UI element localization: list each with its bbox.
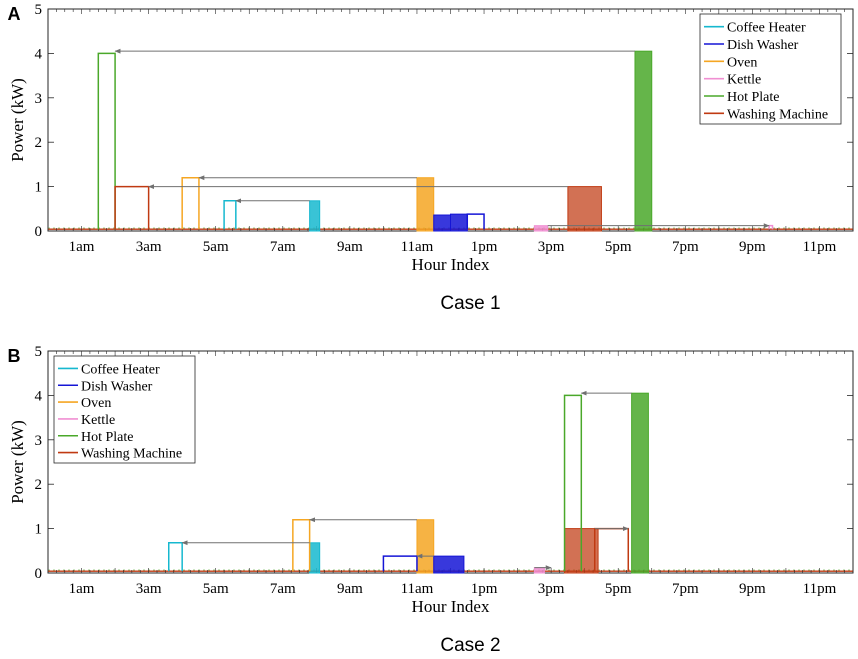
y-tick-label: 2	[35, 477, 43, 493]
x-tick-label: 11pm	[803, 239, 837, 255]
y-tick-label: 1	[35, 522, 43, 538]
legend-label: Dish Washer	[81, 379, 153, 394]
outline-bar-hot-plate	[563, 394, 583, 572]
x-tick-label: 1am	[69, 239, 95, 255]
x-tick-label: 5am	[203, 581, 229, 597]
outline-bar-coffee-heater	[168, 542, 183, 572]
filled-bar-dish-washer	[433, 214, 451, 232]
outline-bar-hot-plate	[97, 52, 116, 230]
y-tick-label: 4	[35, 46, 43, 62]
x-tick-label: 9am	[337, 239, 363, 255]
y-tick-label: 5	[35, 2, 43, 18]
x-tick-label: 3am	[136, 581, 162, 597]
y-tick-label: 3	[35, 433, 43, 449]
y-tick-label: 2	[35, 135, 43, 151]
legend-box	[699, 13, 842, 125]
x-tick-label: 3am	[136, 239, 162, 255]
filled-bar-coffee-heater	[309, 200, 321, 232]
y-tick-label: 4	[35, 388, 43, 404]
x-tick-label: 11am	[401, 239, 434, 255]
x-tick-label: 5am	[203, 239, 229, 255]
y-tick-label: 5	[35, 344, 43, 360]
legend-label: Hot Plate	[81, 430, 134, 445]
x-tick-label: 9am	[337, 581, 363, 597]
legend-label: Washing Machine	[727, 107, 828, 122]
outline-bar-oven	[181, 176, 200, 230]
x-tick-label: 7am	[270, 239, 296, 255]
y-tick-label: 3	[35, 91, 43, 107]
legend-label: Dish Washer	[727, 38, 799, 53]
x-tick-label: 7pm	[672, 581, 699, 597]
legend-label: Coffee Heater	[727, 21, 806, 36]
panel-title: Case 2	[440, 635, 500, 656]
outline-bar-coffee-heater	[223, 200, 237, 230]
outline-bar-washing-machine	[114, 185, 150, 230]
filled-bar-oven	[416, 519, 435, 574]
x-tick-label: 7pm	[672, 239, 699, 255]
outline-bar-washing-machine	[593, 527, 630, 572]
filled-bar-oven	[416, 177, 435, 232]
filled-bar-hot-plate	[631, 392, 649, 574]
x-tick-label: 3pm	[538, 581, 565, 597]
legend-label: Kettle	[81, 413, 115, 428]
x-tick-label: 9pm	[739, 239, 766, 255]
panel-title: Case 1	[440, 293, 500, 314]
legend-label: Oven	[727, 55, 757, 70]
legend-label: Kettle	[727, 73, 761, 88]
legend-label: Coffee Heater	[81, 362, 160, 377]
filled-bar-hot-plate	[634, 50, 653, 232]
outline-bar-oven	[292, 518, 311, 572]
filled-bar-coffee-heater	[309, 542, 321, 574]
x-tick-label: 11pm	[803, 581, 837, 597]
outline-bar-dish-washer	[382, 555, 418, 572]
x-axis-label: Hour Index	[412, 597, 490, 616]
y-tick-label: 1	[35, 180, 43, 196]
filled-bar-dish-washer	[450, 213, 468, 232]
y-axis-label: Power (kW)	[8, 78, 27, 162]
x-tick-label: 1am	[69, 581, 95, 597]
x-tick-label: 3pm	[538, 239, 565, 255]
x-tick-label: 5pm	[605, 239, 632, 255]
panel-label: A	[8, 4, 21, 24]
outline-bar-dish-washer	[466, 213, 485, 230]
y-tick-label: 0	[35, 224, 43, 240]
panel-label: B	[8, 346, 21, 366]
filled-bar-dish-washer	[433, 555, 465, 574]
x-tick-label: 1pm	[471, 581, 498, 597]
legend-label: Washing Machine	[81, 447, 182, 462]
legend-label: Hot Plate	[727, 90, 780, 105]
x-tick-label: 7am	[270, 581, 296, 597]
legend-box	[53, 355, 196, 464]
x-tick-label: 9pm	[739, 581, 766, 597]
x-tick-label: 5pm	[605, 581, 632, 597]
x-tick-label: 1pm	[471, 239, 498, 255]
y-tick-label: 0	[35, 566, 43, 582]
filled-bar-kettle	[533, 225, 549, 232]
x-axis-label: Hour Index	[412, 255, 490, 274]
filled-bar-kettle	[533, 567, 545, 574]
y-axis-label: Power (kW)	[8, 420, 27, 504]
legend-label: Oven	[81, 396, 111, 411]
x-tick-label: 11am	[401, 581, 434, 597]
filled-bar-washing-machine	[567, 186, 602, 232]
